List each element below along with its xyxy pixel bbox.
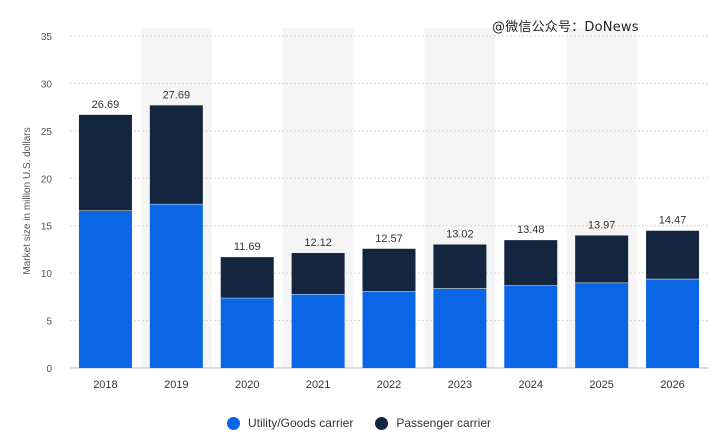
bar-utility	[291, 294, 345, 368]
bar-utility	[646, 278, 700, 368]
total-label: 12.57	[375, 233, 403, 245]
bar-utility	[504, 285, 558, 368]
bar-passenger	[291, 253, 345, 295]
bar-passenger	[362, 248, 416, 292]
bar-passenger	[78, 114, 132, 211]
x-tick-label: 2024	[519, 379, 543, 391]
bar-passenger	[149, 105, 203, 204]
y-tick-label: 10	[41, 269, 53, 280]
y-tick-label: 5	[46, 317, 52, 328]
bar-utility	[433, 288, 487, 368]
y-tick-label: 15	[41, 222, 53, 233]
total-label: 12.12	[304, 237, 332, 249]
bar-passenger	[646, 230, 700, 279]
total-labels: 26.69 27.69 11.69 12.12 12.57 13.02 13.48 13.97…	[92, 89, 687, 253]
x-tick-label: 2023	[448, 379, 472, 391]
legend-label-passenger: Passenger carrier	[396, 416, 492, 430]
legend-label-utility: Utility/Goods carrier	[247, 416, 354, 430]
x-tick-label: 2021	[306, 379, 330, 391]
total-label: 13.97	[588, 219, 616, 231]
bar-utility	[362, 291, 416, 368]
x-axis-ticks: 2018 2019 2020 2021 2022 2023 2024 2025 2026	[93, 379, 685, 391]
bar-passenger	[504, 240, 558, 286]
bar-utility	[78, 210, 132, 368]
total-label: 13.02	[446, 228, 474, 240]
legend-item-passenger[interactable]: Passenger carrier	[375, 416, 491, 430]
total-label: 27.69	[163, 89, 191, 101]
y-tick-label: 30	[41, 79, 53, 90]
x-tick-label: 2019	[164, 379, 188, 391]
watermark-text: @微信公众号：DoNews	[492, 20, 639, 35]
bars	[78, 105, 700, 368]
bar-utility	[149, 203, 203, 368]
total-label: 26.69	[92, 99, 120, 111]
y-tick-label: 35	[41, 32, 53, 43]
bar-utility	[575, 282, 629, 368]
x-tick-label: 2025	[589, 379, 613, 391]
bar-passenger	[575, 235, 629, 283]
bar-passenger	[433, 244, 487, 289]
y-tick-label: 25	[41, 127, 53, 138]
x-tick-label: 2018	[93, 379, 117, 391]
legend-dot-utility	[226, 416, 240, 430]
y-axis-ticks: 0 5 10 15 20 25 30 35	[41, 32, 53, 375]
x-tick-label: 2022	[377, 379, 401, 391]
legend-dot-passenger	[375, 416, 389, 430]
bar-passenger	[220, 257, 274, 298]
x-tick-label: 2026	[660, 379, 684, 391]
total-label: 14.47	[659, 215, 687, 227]
y-axis-label: Market size in million U.S. dollars	[22, 127, 33, 274]
legend-item-utility[interactable]: Utility/Goods carrier	[226, 416, 354, 430]
legend: Utility/Goods carrier Passenger carrier	[0, 416, 718, 430]
x-tick-label: 2020	[235, 379, 259, 391]
total-label: 11.69	[234, 241, 261, 253]
y-tick-label: 20	[41, 174, 53, 185]
bar-utility	[220, 297, 274, 368]
total-label: 13.48	[517, 224, 545, 236]
y-tick-label: 0	[46, 364, 52, 375]
